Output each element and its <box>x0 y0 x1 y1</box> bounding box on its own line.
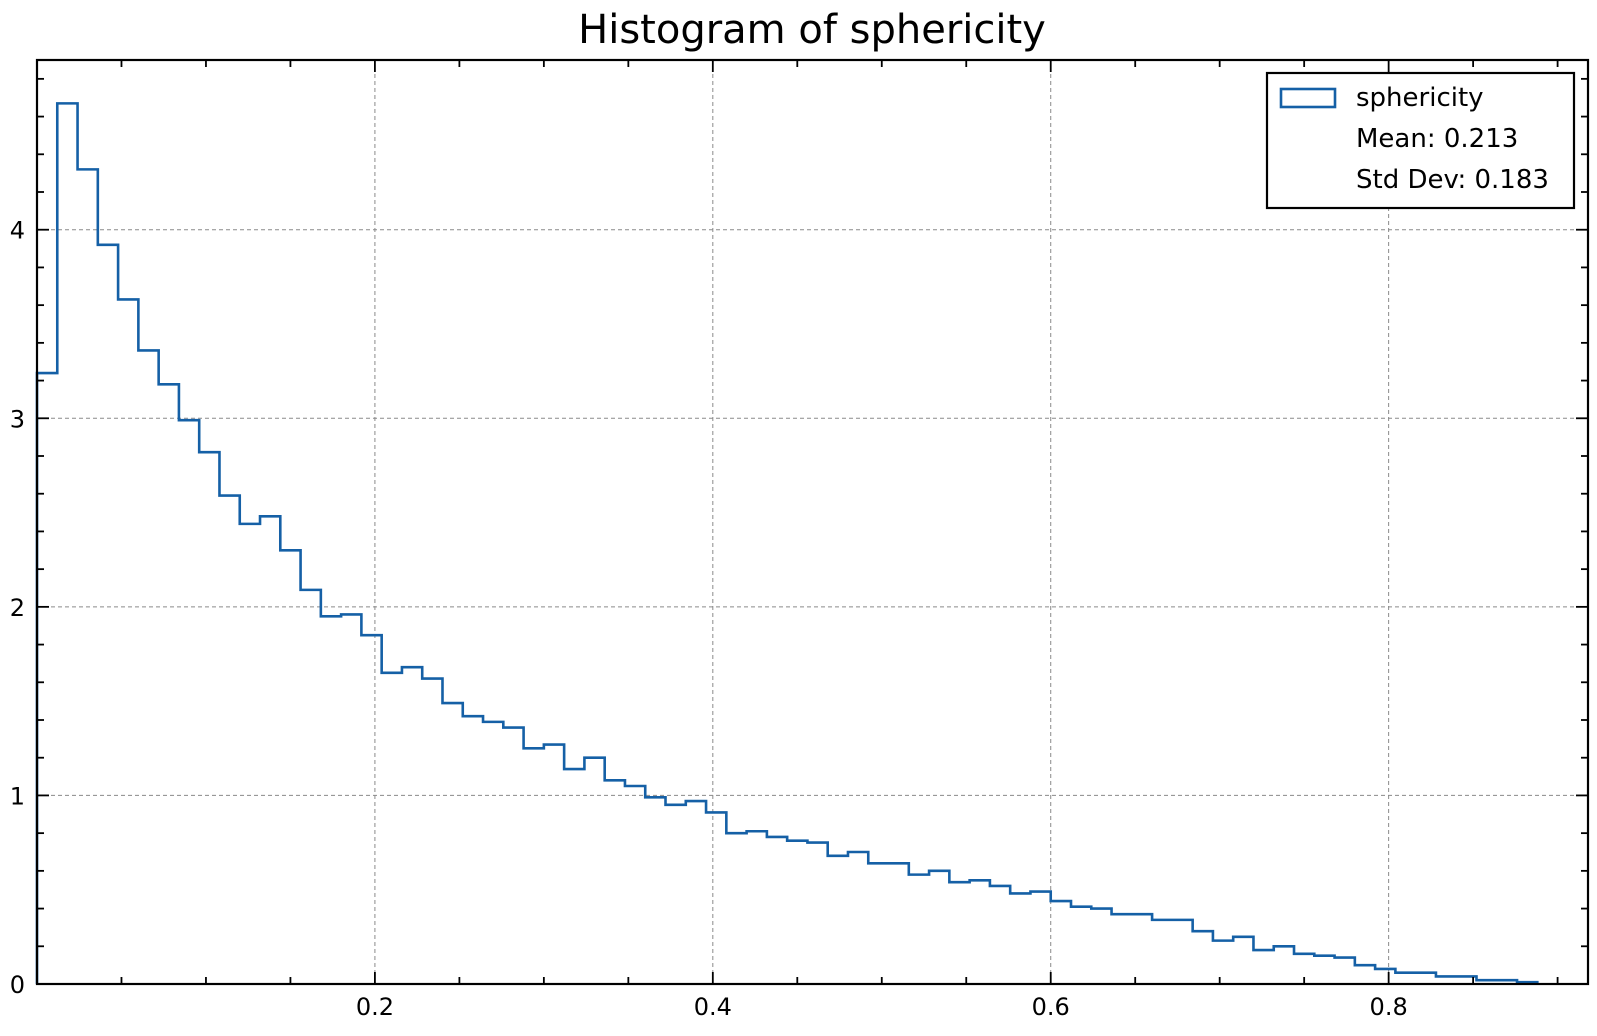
histogram-bar <box>118 299 138 984</box>
histogram-series <box>35 102 1539 984</box>
histogram-bar <box>1051 901 1071 984</box>
histogram-bar <box>970 880 990 984</box>
histogram-bar <box>159 384 179 984</box>
grid-lines <box>37 60 1588 984</box>
histogram-bar <box>1112 914 1132 984</box>
y-tick-label: 3 <box>10 405 25 433</box>
histogram-bar <box>1355 965 1375 984</box>
histogram-bar <box>584 758 604 984</box>
histogram-bar <box>848 852 868 984</box>
histogram-bar <box>645 797 665 984</box>
histogram-bar <box>321 616 341 984</box>
histogram-bar <box>726 833 746 984</box>
legend-swatch <box>1279 87 1337 109</box>
histogram-bar <box>1233 937 1253 984</box>
histogram-bar <box>909 875 929 984</box>
chart-title: Histogram of sphericity <box>578 7 1046 53</box>
histogram-bar <box>868 863 888 984</box>
histogram-bar <box>1071 907 1091 984</box>
histogram-bar <box>706 812 726 984</box>
histogram-bar <box>37 373 57 984</box>
histogram-bar <box>422 679 442 984</box>
histogram-bar <box>524 748 544 984</box>
histogram-bar <box>1132 914 1152 984</box>
histogram-bar <box>1010 893 1030 984</box>
histogram-bar <box>463 716 483 984</box>
histogram-bar <box>442 703 462 984</box>
histogram-bar <box>483 722 503 984</box>
histogram-bar <box>199 452 219 984</box>
histogram-bar <box>1314 956 1334 984</box>
histogram-bar <box>1274 946 1294 984</box>
legend-box <box>1265 71 1576 210</box>
y-tick-label: 0 <box>10 971 25 999</box>
histogram-bar <box>1335 958 1355 984</box>
x-tick-label: 0.8 <box>1370 993 1408 1021</box>
histogram-bar <box>503 728 523 984</box>
histogram-bar <box>179 420 199 984</box>
histogram-bar <box>747 831 767 984</box>
legend-label: Mean: 0.213 <box>1356 124 1518 154</box>
histogram-bar <box>280 550 300 984</box>
histogram-bar <box>341 614 361 984</box>
histogram-bar <box>382 673 402 984</box>
histogram-bar <box>1091 909 1111 984</box>
histogram-bar <box>1172 920 1192 984</box>
histogram-step-line <box>35 102 1539 984</box>
histogram-bar <box>787 841 807 984</box>
y-tick-label: 4 <box>10 217 25 245</box>
histogram-bar <box>889 863 909 984</box>
histogram-bar <box>605 780 625 984</box>
x-tick-label: 0.2 <box>356 993 394 1021</box>
histogram-bar <box>402 667 422 984</box>
histogram-bar <box>767 837 787 984</box>
histogram-bar <box>564 769 584 984</box>
histogram-bar <box>1416 973 1436 984</box>
legend-label: Std Dev: 0.183 <box>1356 165 1549 195</box>
histogram-bar <box>929 871 949 984</box>
histogram-bar <box>1030 892 1050 984</box>
series-sphericity <box>35 102 1539 984</box>
histogram-bar <box>1193 931 1213 984</box>
y-tick-label: 1 <box>10 782 25 810</box>
histogram-bar <box>666 805 686 984</box>
histogram-bar <box>807 843 827 984</box>
plot-frame <box>35 58 1590 986</box>
histogram-bar <box>78 169 98 984</box>
y-tick-label: 2 <box>10 594 25 622</box>
histogram-bar <box>949 882 969 984</box>
histogram-bar <box>1375 969 1395 984</box>
histogram-bar <box>686 801 706 984</box>
histogram-bar <box>301 590 321 984</box>
plot-frame-border <box>35 58 1590 986</box>
histogram-bar <box>260 516 280 984</box>
x-tick-label: 0.6 <box>1032 993 1070 1021</box>
legend-label: sphericity <box>1356 83 1484 113</box>
x-tick-label: 0.4 <box>694 993 732 1021</box>
axis-ticks: 0.2 0.4 0.6 0.8 0 1 2 3 4 <box>10 60 1588 1021</box>
histogram-bar <box>240 524 260 984</box>
histogram-bar <box>1395 973 1415 984</box>
histogram-bar <box>361 635 381 984</box>
histogram-bar <box>544 745 564 984</box>
histogram-bar <box>1213 941 1233 984</box>
histogram-bar <box>1253 950 1273 984</box>
histogram-bar <box>1152 920 1172 984</box>
histogram-bar <box>625 786 645 984</box>
histogram-bar <box>828 856 848 984</box>
histogram-bar <box>98 245 118 984</box>
histogram-bar <box>219 496 239 984</box>
legend: sphericity Mean: 0.213 Std Dev: 0.183 <box>1265 71 1576 210</box>
histogram-bar <box>138 350 158 984</box>
histogram-bar <box>57 103 77 984</box>
histogram-bar <box>990 886 1010 984</box>
